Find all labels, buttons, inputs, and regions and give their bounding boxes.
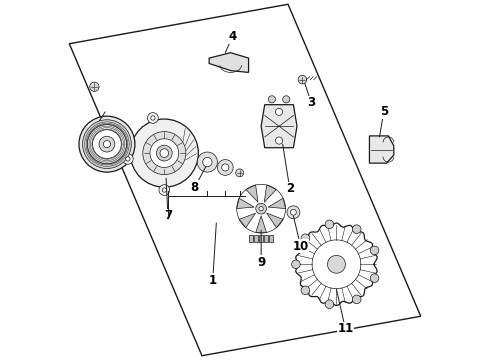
Circle shape	[159, 185, 170, 195]
Polygon shape	[209, 53, 248, 72]
Text: 10: 10	[293, 240, 309, 253]
Polygon shape	[256, 216, 267, 233]
Circle shape	[275, 108, 283, 116]
Polygon shape	[369, 136, 394, 163]
Text: 3: 3	[307, 96, 316, 109]
Circle shape	[221, 164, 229, 171]
Circle shape	[156, 145, 172, 161]
Circle shape	[160, 149, 169, 157]
Text: 6: 6	[89, 125, 97, 138]
Circle shape	[352, 225, 361, 234]
Circle shape	[203, 157, 212, 167]
Bar	[265, 235, 268, 242]
Circle shape	[291, 210, 296, 215]
Circle shape	[301, 286, 310, 294]
Circle shape	[283, 96, 290, 103]
Circle shape	[147, 113, 158, 123]
Polygon shape	[246, 185, 258, 202]
Circle shape	[143, 132, 186, 175]
Circle shape	[125, 157, 130, 161]
Circle shape	[93, 130, 122, 158]
Circle shape	[162, 188, 167, 192]
Polygon shape	[239, 213, 255, 228]
Circle shape	[236, 169, 244, 177]
Circle shape	[90, 82, 99, 91]
Circle shape	[99, 136, 115, 152]
Circle shape	[292, 260, 300, 269]
Bar	[259, 235, 263, 242]
Circle shape	[287, 206, 300, 219]
Circle shape	[269, 96, 275, 103]
Circle shape	[325, 300, 334, 309]
Polygon shape	[69, 4, 421, 356]
Circle shape	[275, 137, 283, 144]
Circle shape	[327, 255, 345, 273]
Circle shape	[87, 125, 126, 164]
Polygon shape	[264, 185, 276, 202]
Circle shape	[151, 116, 155, 120]
Bar	[270, 235, 273, 242]
Bar	[254, 235, 258, 242]
Polygon shape	[261, 105, 297, 148]
Polygon shape	[268, 198, 286, 208]
Circle shape	[197, 152, 218, 172]
Circle shape	[370, 274, 379, 283]
Text: 5: 5	[380, 105, 388, 118]
Circle shape	[259, 207, 263, 211]
Circle shape	[352, 295, 361, 304]
Text: 8: 8	[191, 181, 199, 194]
Circle shape	[301, 234, 310, 243]
Text: 4: 4	[228, 30, 237, 43]
Text: 11: 11	[337, 322, 354, 335]
Text: 7: 7	[164, 210, 172, 222]
Circle shape	[122, 153, 133, 164]
Circle shape	[130, 119, 198, 187]
Bar	[249, 235, 253, 242]
Text: 1: 1	[209, 274, 217, 287]
Circle shape	[370, 246, 379, 255]
Circle shape	[79, 116, 135, 172]
Circle shape	[298, 75, 307, 84]
Circle shape	[82, 120, 131, 168]
Text: 2: 2	[286, 183, 294, 195]
Polygon shape	[237, 198, 254, 208]
Circle shape	[103, 140, 111, 148]
Circle shape	[325, 220, 334, 229]
Text: 9: 9	[257, 256, 265, 269]
Polygon shape	[267, 213, 283, 228]
Circle shape	[218, 159, 233, 175]
Circle shape	[150, 139, 179, 167]
Circle shape	[256, 203, 267, 214]
